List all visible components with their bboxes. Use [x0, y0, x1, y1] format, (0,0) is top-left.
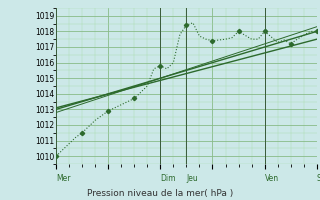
Text: Dim: Dim: [160, 174, 176, 183]
Text: Pression niveau de la mer( hPa ): Pression niveau de la mer( hPa ): [87, 189, 233, 198]
Text: Sam: Sam: [317, 174, 320, 183]
Text: Ven: Ven: [265, 174, 279, 183]
Text: Mer: Mer: [56, 174, 70, 183]
Text: Jeu: Jeu: [186, 174, 198, 183]
